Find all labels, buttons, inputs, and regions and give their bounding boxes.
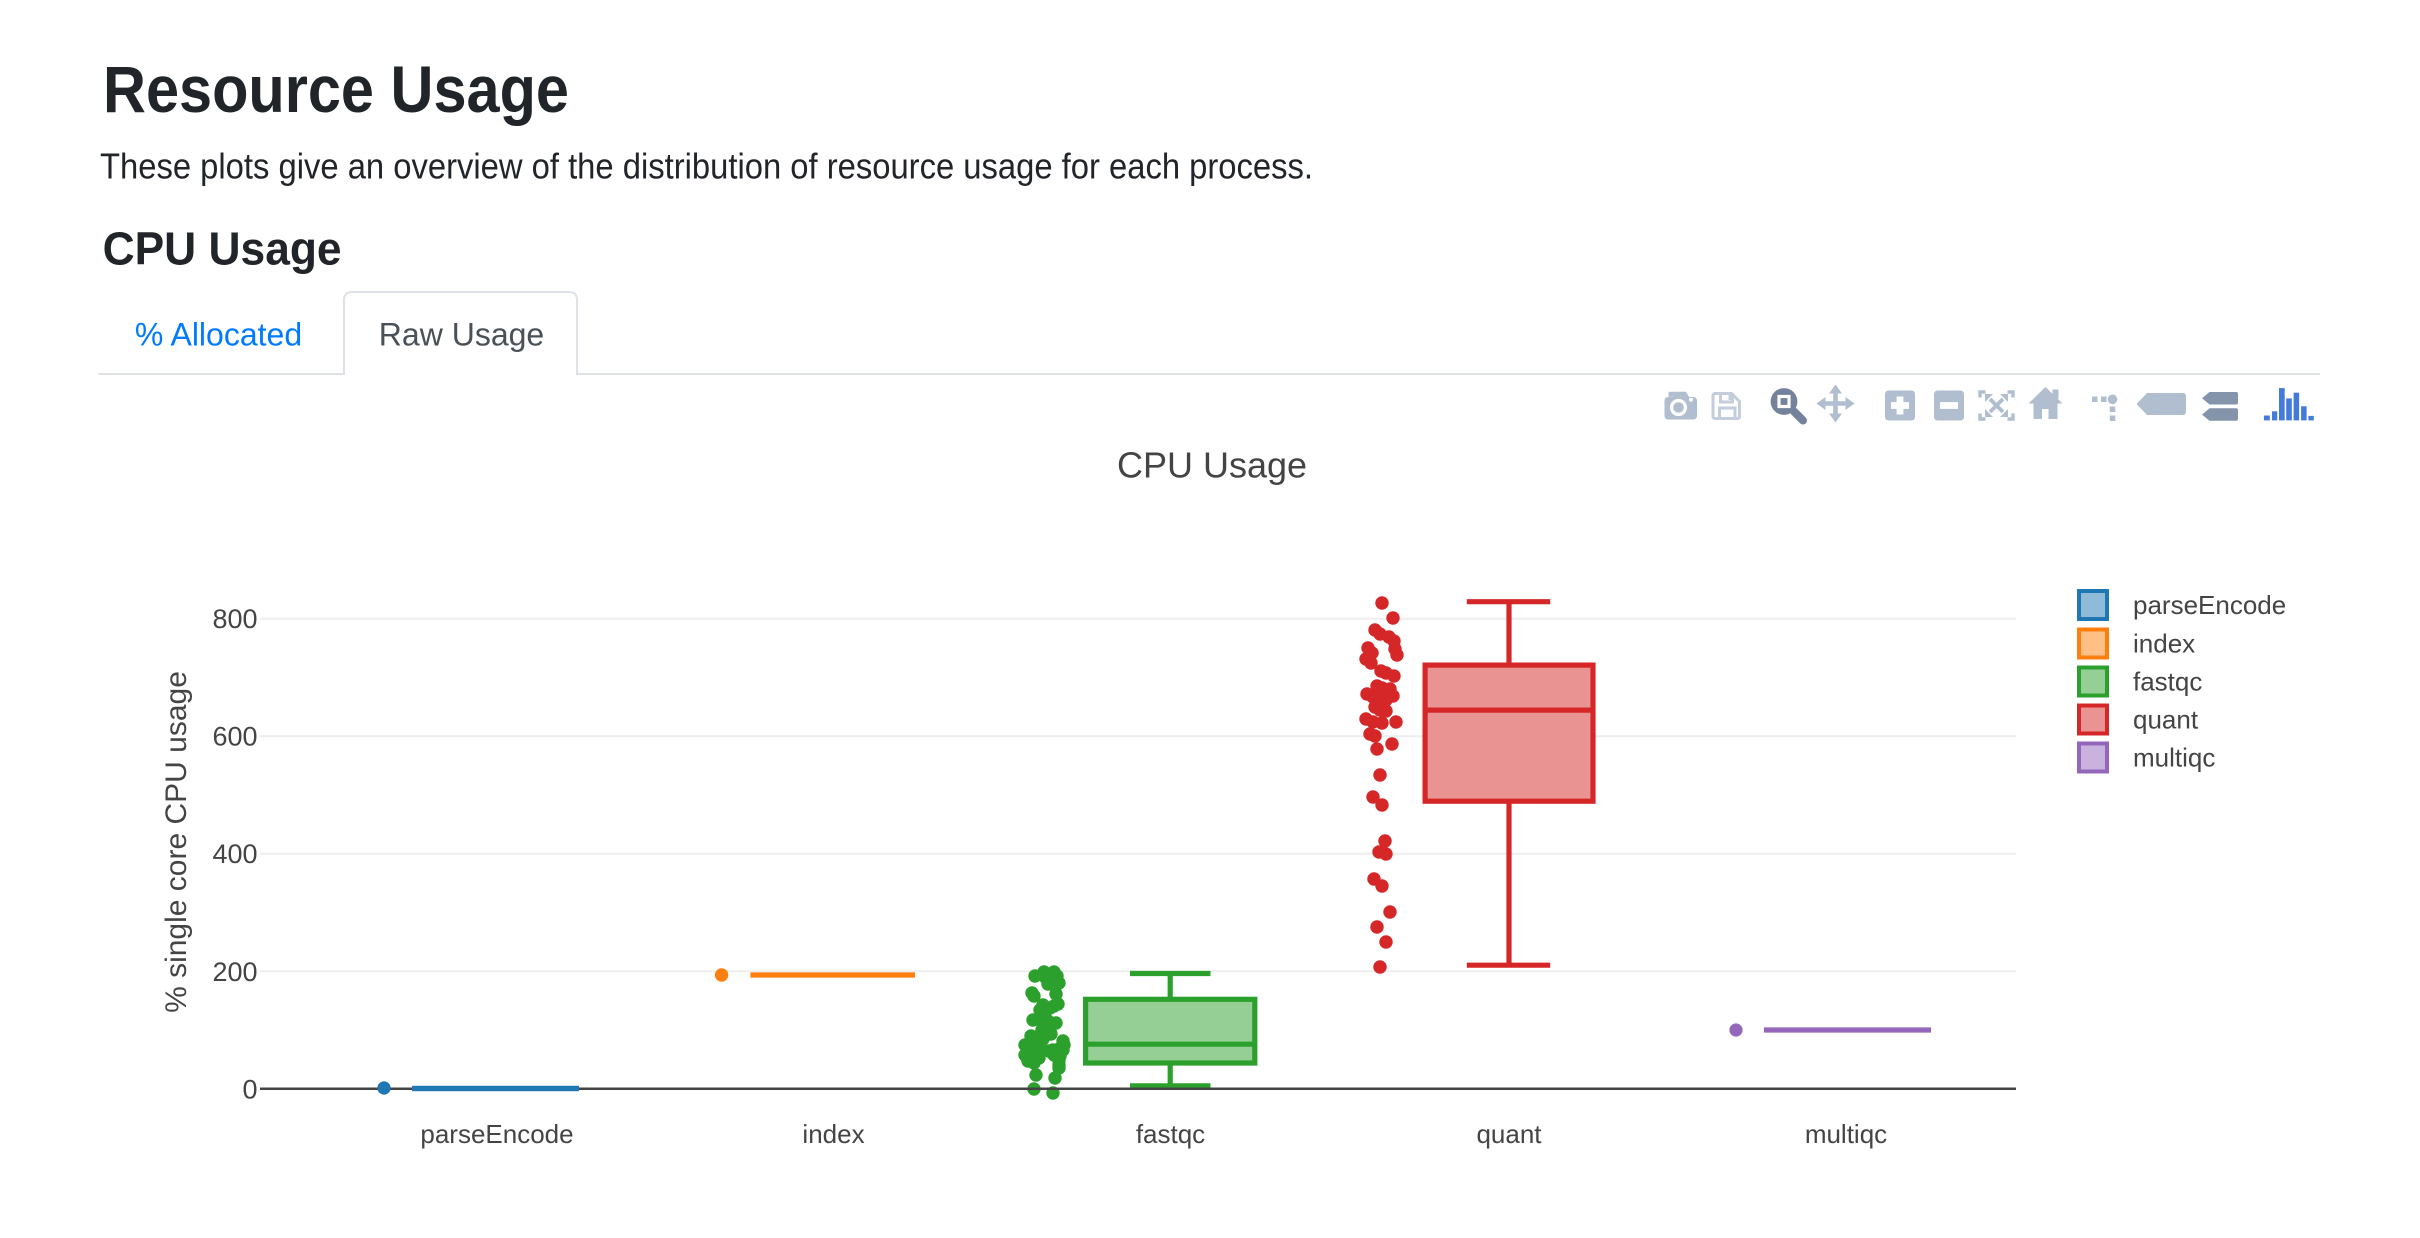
svg-text:% single core CPU usage: % single core CPU usage: [160, 671, 193, 1013]
svg-text:index: index: [802, 1119, 864, 1149]
svg-text:These plots give an overview o: These plots give an overview of the dist…: [100, 145, 1313, 186]
svg-text:400: 400: [212, 839, 257, 869]
svg-text:parseEncode: parseEncode: [420, 1119, 573, 1149]
svg-text:600: 600: [212, 722, 257, 752]
svg-text:parseEncode: parseEncode: [2133, 590, 2286, 620]
svg-text:CPU Usage: CPU Usage: [103, 223, 342, 275]
svg-text:Raw Usage: Raw Usage: [379, 316, 544, 352]
svg-text:200: 200: [212, 957, 257, 987]
svg-text:800: 800: [212, 604, 257, 634]
svg-text:% Allocated: % Allocated: [135, 316, 302, 352]
svg-text:multiqc: multiqc: [1805, 1119, 1887, 1149]
svg-text:0: 0: [242, 1074, 257, 1104]
svg-text:fastqc: fastqc: [1136, 1119, 1205, 1149]
svg-text:index: index: [2133, 629, 2195, 659]
svg-text:CPU Usage: CPU Usage: [1117, 445, 1307, 486]
svg-text:Resource Usage: Resource Usage: [103, 52, 569, 126]
svg-text:fastqc: fastqc: [2133, 667, 2202, 697]
svg-text:quant: quant: [1476, 1119, 1542, 1149]
svg-text:multiqc: multiqc: [2133, 743, 2215, 773]
svg-text:quant: quant: [2133, 705, 2199, 735]
